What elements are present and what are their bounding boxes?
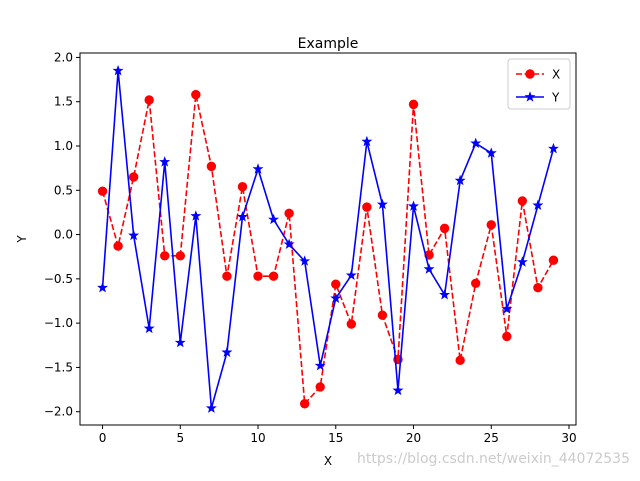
series-x-point xyxy=(160,251,170,261)
series-x-point xyxy=(471,278,481,288)
y-tick-label: 0.5 xyxy=(54,183,73,197)
series-x-point xyxy=(517,196,528,206)
x-tick-label: 25 xyxy=(484,431,499,445)
series-y-point xyxy=(470,137,482,149)
series-y-point xyxy=(516,256,528,267)
legend-entry-y: Y xyxy=(516,91,560,105)
y-tick-label: −1.5 xyxy=(44,360,73,374)
series-y-point xyxy=(283,238,295,249)
series-x-point xyxy=(439,223,450,234)
series-y-point xyxy=(330,292,342,304)
series-y-point xyxy=(221,346,233,358)
x-tick-label: 10 xyxy=(250,431,265,445)
series-x-point xyxy=(331,279,341,289)
watermark-text: https://blog.csdn.net/weixin_44072535 xyxy=(356,451,630,467)
series-y-point xyxy=(174,336,186,348)
series-x-point xyxy=(346,319,357,329)
series-y-point xyxy=(501,303,513,314)
y-tick-label: −0.5 xyxy=(44,272,73,286)
series-y-point xyxy=(252,163,264,174)
x-axis-label: X xyxy=(324,454,332,468)
series-y-point xyxy=(314,359,326,371)
series-y-point xyxy=(143,322,155,334)
series-x-point xyxy=(97,186,108,196)
x-tick-label: 20 xyxy=(406,431,421,445)
series-x-point xyxy=(455,355,465,366)
series-y-point xyxy=(128,229,140,241)
series-x-point xyxy=(284,208,294,219)
x-tick-label: 30 xyxy=(561,431,576,445)
series-y-point xyxy=(376,198,388,210)
series-x-point xyxy=(222,271,232,281)
series-y-line xyxy=(101,69,555,409)
legend-marker-x xyxy=(525,69,535,79)
x-axis: 0 5 10 15 20 25 30 xyxy=(99,425,577,445)
series-x-point xyxy=(191,89,201,100)
x-tick-label: 15 xyxy=(328,431,343,445)
series-x-point xyxy=(377,310,388,320)
series-y-point xyxy=(112,64,124,76)
x-tick-label: 5 xyxy=(176,431,184,445)
series-y-point xyxy=(205,402,217,413)
series-x-point xyxy=(113,241,123,251)
series-x-point xyxy=(128,172,139,182)
series-x-point xyxy=(144,95,154,105)
series-x-point xyxy=(408,99,419,110)
series-x-point xyxy=(175,251,185,261)
chart-title: Example xyxy=(298,36,359,52)
plot-area-frame xyxy=(79,52,577,426)
series-x-point xyxy=(253,271,263,281)
series-y-point xyxy=(547,142,559,154)
series-x-point xyxy=(299,399,310,409)
series-y-point xyxy=(159,156,171,167)
series-y-point xyxy=(392,384,404,396)
series-x-point xyxy=(548,255,559,265)
legend-marker-y xyxy=(524,91,536,102)
series-x-point xyxy=(362,202,372,212)
series-y-point xyxy=(485,147,497,158)
legend-label-x: X xyxy=(552,68,560,82)
y-tick-label: −2.0 xyxy=(44,405,73,419)
series-y-point xyxy=(439,289,451,300)
y-tick-label: −1.0 xyxy=(44,316,73,330)
series-x-point xyxy=(486,220,496,230)
series-y-point xyxy=(268,213,280,225)
series-x-point xyxy=(206,161,217,172)
legend-label-y: Y xyxy=(551,91,560,105)
series-y-point xyxy=(408,200,419,211)
series-y-point xyxy=(423,263,435,274)
y-tick-label: 0.0 xyxy=(54,228,73,242)
y-tick-label: 1.0 xyxy=(54,139,73,153)
y-axis-label: Y xyxy=(15,235,29,244)
legend-entry-x: X xyxy=(516,68,560,82)
series-y-point xyxy=(532,199,544,211)
legend-frame xyxy=(507,58,571,110)
series-y-point xyxy=(454,174,466,186)
series-x-point xyxy=(237,182,248,192)
x-tick-label: 0 xyxy=(99,431,107,445)
series-y-point xyxy=(236,211,248,222)
series-y xyxy=(97,64,559,413)
y-tick-label: 1.5 xyxy=(54,95,73,109)
series-y-point xyxy=(97,281,109,293)
series-x-point xyxy=(533,283,543,293)
series-x-point xyxy=(268,271,279,281)
series-x-point xyxy=(315,382,325,392)
legend: XY xyxy=(507,58,571,110)
y-tick-label: 2.0 xyxy=(54,50,73,64)
series-y-point xyxy=(345,269,357,280)
series-y-point xyxy=(361,135,373,147)
y-axis: −2.0 −1.5 −1.0 −0.5 0.0 0.5 1.0 1.5 2.0 xyxy=(44,50,80,419)
series-y-point xyxy=(299,255,311,266)
series-x-point xyxy=(502,331,512,342)
series-y-point xyxy=(190,210,202,221)
